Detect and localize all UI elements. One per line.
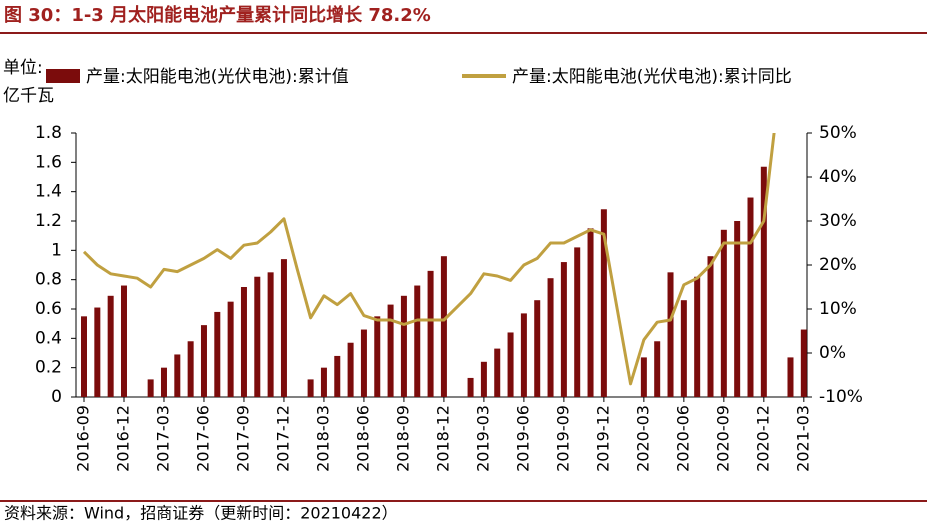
bar: [800, 329, 807, 397]
bar: [240, 287, 247, 397]
bar: [427, 270, 434, 397]
line-series: [82, 133, 776, 386]
x-tick-label: 2016-12: [113, 405, 132, 472]
x-tick-label: 2021-03: [793, 405, 812, 472]
bar: [720, 229, 727, 397]
y2-tick-label: 50%: [819, 123, 857, 143]
bar: [707, 256, 714, 397]
y2-tick-label: -10%: [819, 387, 863, 407]
legend-label: 产量:太阳能电池(光伏电池):累计同比: [512, 67, 792, 87]
x-tick-label: 2019-12: [593, 405, 612, 472]
bar: [440, 256, 447, 397]
legend-swatch: [46, 69, 80, 83]
y2-tick-label: 10%: [819, 299, 857, 319]
bar: [347, 342, 354, 397]
y-axis-label: 亿千瓦: [3, 86, 54, 106]
bar: [587, 228, 594, 397]
bar: [120, 285, 127, 397]
bar: [387, 304, 394, 397]
chart-title: 图 30：1-3 月太阳能电池产量累计同比增长 78.2%: [4, 4, 431, 26]
x-tick-label: 2017-12: [273, 405, 292, 472]
x-tick-label: 2017-03: [153, 405, 172, 472]
bar: [680, 300, 687, 397]
bar: [280, 259, 287, 397]
bar: [747, 197, 754, 397]
bar: [760, 166, 767, 397]
y2-tick-label: 20%: [819, 255, 857, 275]
bar: [480, 361, 487, 397]
bar: [81, 316, 87, 397]
bar: [654, 341, 661, 397]
y-tick-label: 1.6: [35, 152, 62, 172]
y2-tick-label: 40%: [819, 167, 857, 187]
bar: [734, 221, 741, 397]
y-tick-label: 1.2: [35, 211, 62, 231]
bar: [360, 329, 367, 397]
x-tick-label: 2018-06: [353, 405, 372, 472]
bar: [107, 295, 114, 397]
bar: [174, 354, 181, 397]
bar: [787, 357, 794, 397]
bar: [374, 316, 381, 397]
x-tick-label: 2017-06: [193, 405, 212, 472]
bar: [640, 357, 647, 397]
bar: [547, 278, 554, 397]
bar: [147, 379, 154, 397]
bar: [160, 367, 167, 397]
bar: [574, 247, 581, 397]
bar: [414, 285, 421, 397]
bar: [307, 379, 314, 397]
bar: [214, 311, 221, 397]
y-tick-label: 0.8: [35, 270, 62, 290]
x-tick-label: 2017-09: [233, 405, 252, 472]
bar: [600, 209, 607, 397]
x-tick-label: 2016-09: [74, 405, 93, 472]
bar: [200, 325, 207, 397]
bar: [667, 272, 674, 397]
bar: [560, 262, 567, 397]
bar: [400, 295, 407, 397]
x-tick-label: 2018-09: [393, 405, 412, 472]
y-tick-label: 0.6: [35, 299, 62, 319]
y-tick-label: 1.8: [35, 123, 62, 143]
y-tick-label: 0.2: [35, 358, 62, 378]
y-tick-label: 1.4: [35, 182, 62, 202]
y-tick-label: 0: [51, 387, 62, 407]
bar: [467, 377, 474, 397]
bar: [320, 367, 327, 397]
x-tick-label: 2019-06: [513, 405, 532, 472]
y-axis-label: 单位:: [3, 58, 43, 78]
x-tick-label: 2018-03: [313, 405, 332, 472]
source-note: 资料来源：Wind，招商证券（更新时间：20210422）: [4, 504, 398, 523]
x-tick-label: 2020-12: [753, 405, 772, 472]
bar: [187, 341, 194, 397]
x-tick-label: 2019-09: [553, 405, 572, 472]
y-tick-label: 0.4: [35, 328, 62, 348]
bar: [520, 313, 527, 397]
bar: [267, 272, 274, 397]
y2-tick-label: 30%: [819, 211, 857, 231]
x-tick-label: 2019-03: [473, 405, 492, 472]
bar: [254, 276, 261, 397]
x-tick-label: 2020-03: [633, 405, 652, 472]
bar: [494, 348, 501, 397]
x-tick-label: 2018-12: [433, 405, 452, 472]
x-tick-label: 2020-06: [673, 405, 692, 472]
bar: [227, 301, 234, 397]
bar: [534, 300, 541, 397]
bar: [334, 355, 341, 397]
x-tick-label: 2020-09: [713, 405, 732, 472]
y-tick-label: 1: [51, 240, 62, 260]
line-group: [82, 133, 776, 386]
bar: [94, 307, 101, 397]
y2-tick-label: 0%: [819, 343, 846, 363]
bar: [507, 332, 514, 397]
legend-label: 产量:太阳能电池(光伏电池):累计值: [86, 67, 349, 87]
bar: [694, 276, 701, 397]
